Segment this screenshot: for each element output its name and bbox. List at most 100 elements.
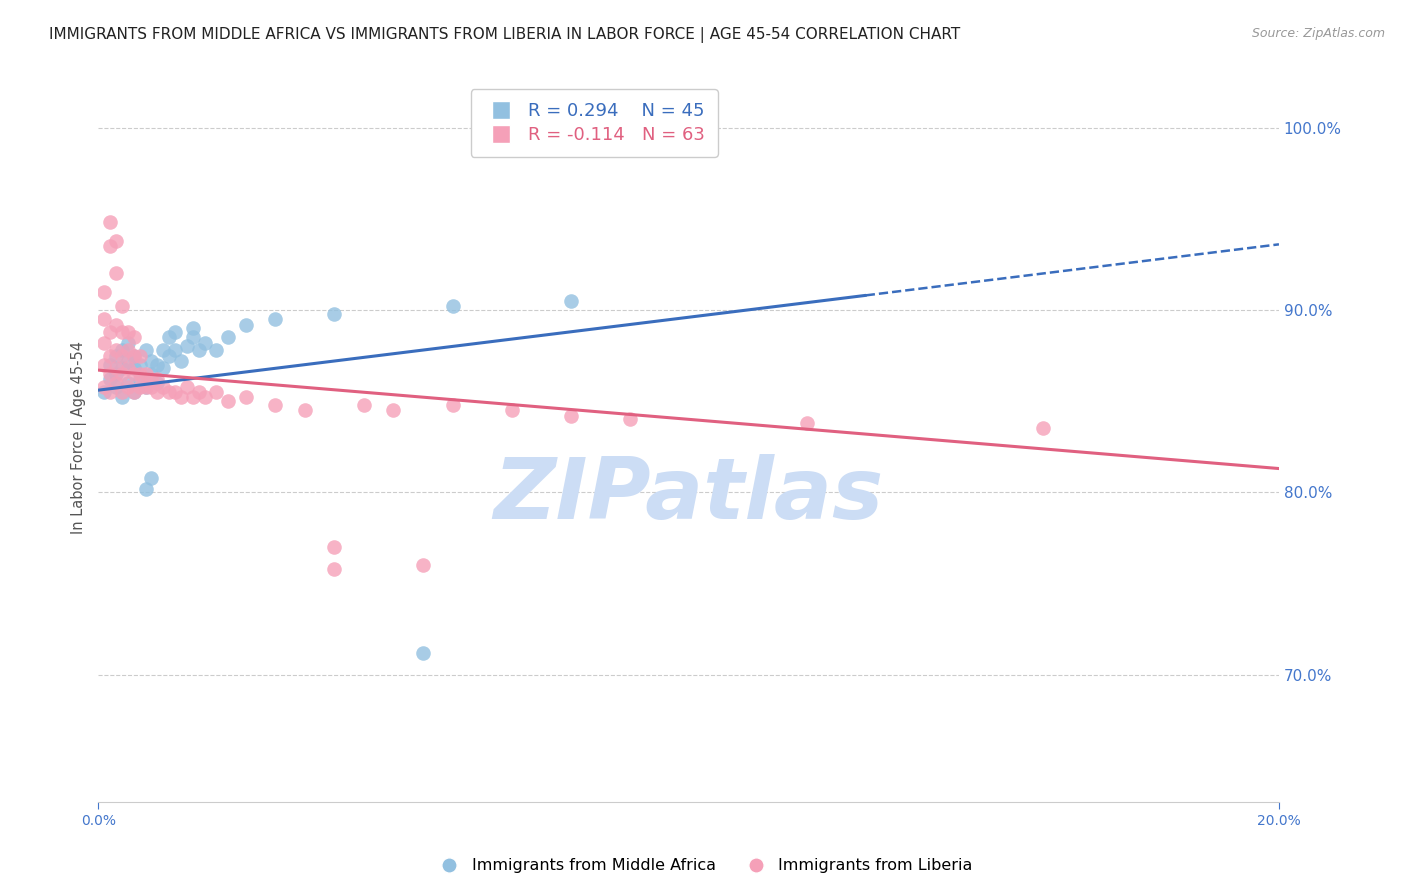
Point bbox=[796, 416, 818, 430]
Point bbox=[105, 267, 128, 281]
Point bbox=[141, 379, 163, 393]
Point bbox=[128, 367, 150, 381]
Point bbox=[441, 299, 464, 313]
Legend: R = 0.294    N = 45, R = -0.114   N = 63: R = 0.294 N = 45, R = -0.114 N = 63 bbox=[471, 89, 718, 157]
Point bbox=[111, 349, 134, 363]
Point bbox=[146, 384, 169, 399]
Point bbox=[235, 391, 257, 405]
Point bbox=[165, 384, 187, 399]
Point bbox=[217, 394, 239, 409]
Point bbox=[135, 379, 157, 393]
Point bbox=[181, 330, 204, 344]
Point bbox=[105, 349, 128, 363]
Point bbox=[135, 343, 157, 357]
Point bbox=[141, 367, 163, 381]
Point bbox=[98, 372, 121, 386]
Point bbox=[122, 367, 145, 381]
Point bbox=[93, 335, 115, 350]
Text: Source: ZipAtlas.com: Source: ZipAtlas.com bbox=[1251, 27, 1385, 40]
Text: IMMIGRANTS FROM MIDDLE AFRICA VS IMMIGRANTS FROM LIBERIA IN LABOR FORCE | AGE 45: IMMIGRANTS FROM MIDDLE AFRICA VS IMMIGRA… bbox=[49, 27, 960, 43]
Legend: Immigrants from Middle Africa, Immigrants from Liberia: Immigrants from Middle Africa, Immigrant… bbox=[427, 852, 979, 880]
Point bbox=[111, 384, 134, 399]
Point bbox=[141, 372, 163, 386]
Point bbox=[323, 540, 346, 554]
Point bbox=[170, 391, 193, 405]
Point bbox=[205, 384, 228, 399]
Text: ZIPatlas: ZIPatlas bbox=[494, 454, 884, 537]
Point bbox=[117, 361, 139, 376]
Y-axis label: In Labor Force | Age 45-54: In Labor Force | Age 45-54 bbox=[72, 341, 87, 534]
Point bbox=[105, 343, 128, 357]
Point bbox=[619, 412, 641, 426]
Point bbox=[105, 379, 128, 393]
Point bbox=[181, 321, 204, 335]
Point bbox=[157, 384, 180, 399]
Point bbox=[412, 646, 434, 660]
Point bbox=[146, 372, 169, 386]
Point bbox=[294, 403, 316, 417]
Point bbox=[122, 330, 145, 344]
Point bbox=[152, 343, 174, 357]
Point bbox=[165, 325, 187, 339]
Point bbox=[135, 367, 157, 381]
Point bbox=[205, 343, 228, 357]
Point bbox=[117, 343, 139, 357]
Point bbox=[194, 391, 217, 405]
Point bbox=[105, 318, 128, 332]
Point bbox=[141, 354, 163, 368]
Point bbox=[412, 558, 434, 573]
Point bbox=[111, 367, 134, 381]
Point bbox=[441, 398, 464, 412]
Point bbox=[93, 358, 115, 372]
Point bbox=[111, 391, 134, 405]
Point bbox=[98, 239, 121, 253]
Point bbox=[141, 470, 163, 484]
Point bbox=[128, 358, 150, 372]
Point bbox=[152, 379, 174, 393]
Point bbox=[323, 562, 346, 576]
Point bbox=[146, 358, 169, 372]
Point bbox=[146, 376, 169, 390]
Point bbox=[105, 376, 128, 390]
Point bbox=[93, 384, 115, 399]
Point bbox=[264, 398, 287, 412]
Point bbox=[122, 349, 145, 363]
Point bbox=[117, 325, 139, 339]
Point bbox=[382, 403, 405, 417]
Point bbox=[560, 409, 582, 423]
Point bbox=[93, 312, 115, 326]
Point bbox=[98, 215, 121, 229]
Point bbox=[105, 361, 128, 376]
Point bbox=[98, 358, 121, 372]
Point bbox=[170, 354, 193, 368]
Point bbox=[111, 343, 134, 357]
Point bbox=[152, 361, 174, 376]
Point bbox=[128, 372, 150, 386]
Point bbox=[235, 318, 257, 332]
Point bbox=[187, 343, 209, 357]
Point bbox=[93, 285, 115, 299]
Point bbox=[176, 379, 198, 393]
Point bbox=[128, 349, 150, 363]
Point bbox=[117, 354, 139, 368]
Point bbox=[194, 335, 217, 350]
Point bbox=[323, 307, 346, 321]
Point bbox=[157, 330, 180, 344]
Point bbox=[117, 335, 139, 350]
Point bbox=[187, 384, 209, 399]
Point bbox=[105, 234, 128, 248]
Point bbox=[353, 398, 375, 412]
Point bbox=[135, 482, 157, 496]
Point bbox=[117, 376, 139, 390]
Point bbox=[128, 379, 150, 393]
Point bbox=[165, 343, 187, 357]
Point bbox=[98, 325, 121, 339]
Point bbox=[122, 349, 145, 363]
Point bbox=[98, 349, 121, 363]
Point bbox=[501, 403, 523, 417]
Point bbox=[217, 330, 239, 344]
Point bbox=[176, 339, 198, 353]
Point bbox=[122, 384, 145, 399]
Point bbox=[157, 349, 180, 363]
Point bbox=[135, 379, 157, 393]
